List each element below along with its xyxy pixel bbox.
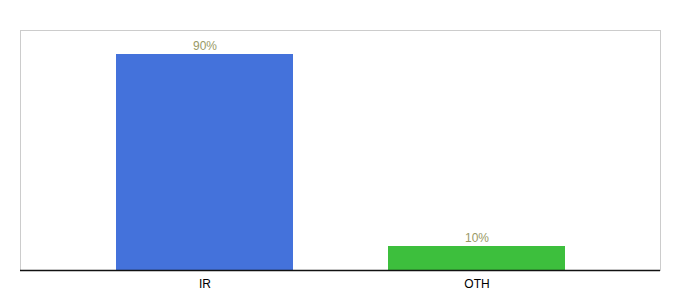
svg-text:OTH: OTH — [464, 277, 489, 291]
svg-text:10%: 10% — [465, 231, 489, 245]
svg-text:90%: 90% — [193, 39, 217, 53]
svg-text:IR: IR — [199, 277, 211, 291]
